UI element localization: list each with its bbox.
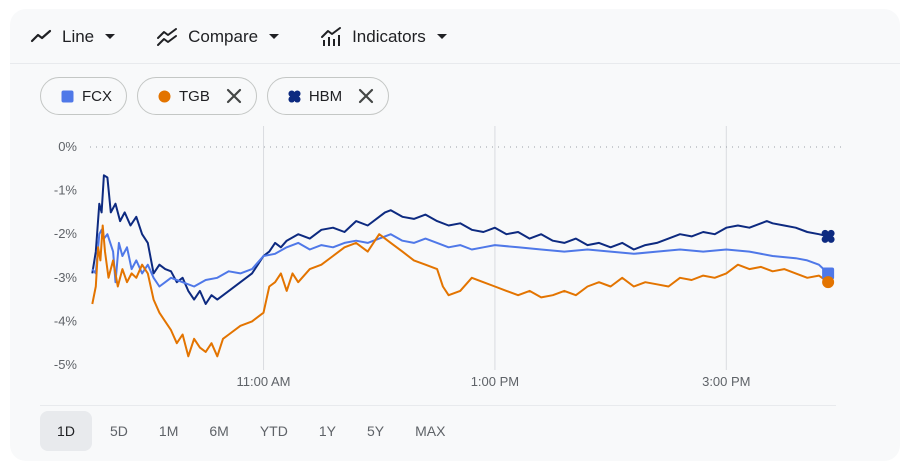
bottom-divider [40,405,836,406]
time-range-selector: 1D 5D 1M 6M YTD 1Y 5Y MAX [40,411,463,451]
compare-dropdown[interactable]: Compare [156,26,280,48]
x-tick-label: 3:00 PM [702,374,750,389]
y-tick-label: -5% [54,357,78,372]
end-marker-fcx [822,267,835,280]
range-1m-button[interactable]: 1M [158,423,179,439]
y-tick-label: -2% [54,226,78,241]
chart-end-markers [821,229,835,289]
range-1d-button[interactable]: 1D [40,411,92,451]
chip-fcx[interactable]: FCX [40,77,127,115]
range-1y-button[interactable]: 1Y [318,423,336,439]
close-icon [359,88,374,104]
clover-marker-icon [288,89,301,103]
series-line-hbm [91,174,829,305]
compare-chips: FCX TGB HBM [40,77,390,115]
chart-type-dropdown[interactable]: Line [30,26,116,48]
chip-symbol: FCX [82,87,112,105]
indicators-icon [321,27,342,46]
chip-symbol: HBM [308,87,343,105]
range-max-button[interactable]: MAX [415,423,446,439]
y-tick-label: -4% [54,313,78,328]
price-chart[interactable]: 11:00 AM 1:00 PM 3:00 PM 0% -1% -2% -3% -4% -5% [0,0,916,400]
chart-series [91,174,829,358]
end-marker-hbm [821,229,835,243]
chart-grid [90,126,842,370]
chip-hbm[interactable]: HBM [266,77,390,115]
remove-tgb-button[interactable] [226,88,242,104]
range-6m-button[interactable]: 6M [209,423,229,439]
toolbar-divider [10,63,900,64]
series-line-fcx [91,228,829,288]
square-marker-icon [61,90,74,102]
line-chart-icon [30,29,52,43]
range-5y-button[interactable]: 5Y [366,423,385,439]
y-tick-label: 0% [58,139,77,154]
chip-symbol: TGB [179,87,210,105]
circle-marker-icon [158,90,171,102]
range-5d-button[interactable]: 5D [110,423,128,439]
x-tick-label: 1:00 PM [471,374,519,389]
chart-type-label: Line [62,27,95,46]
series-line-tgb [91,224,829,358]
remove-hbm-button[interactable] [358,88,374,104]
compare-icon [157,28,178,46]
close-icon [226,88,241,104]
x-tick-label: 11:00 AM [237,374,291,389]
indicators-dropdown[interactable]: Indicators [320,26,448,48]
caret-down-icon [105,34,116,39]
range-ytd-button[interactable]: YTD [259,423,288,439]
compare-label: Compare [188,27,259,46]
chip-tgb[interactable]: TGB [137,77,257,115]
caret-down-icon [269,34,280,39]
indicators-label: Indicators [352,27,426,46]
y-tick-label: -1% [54,183,78,198]
y-tick-label: -3% [54,270,78,285]
end-marker-tgb [822,276,835,289]
caret-down-icon [436,34,447,39]
chart-toolbar: Line Compare Indicators [30,22,448,52]
chart-axes: 11:00 AM 1:00 PM 3:00 PM 0% -1% -2% -3% -4% -5% [54,139,751,389]
